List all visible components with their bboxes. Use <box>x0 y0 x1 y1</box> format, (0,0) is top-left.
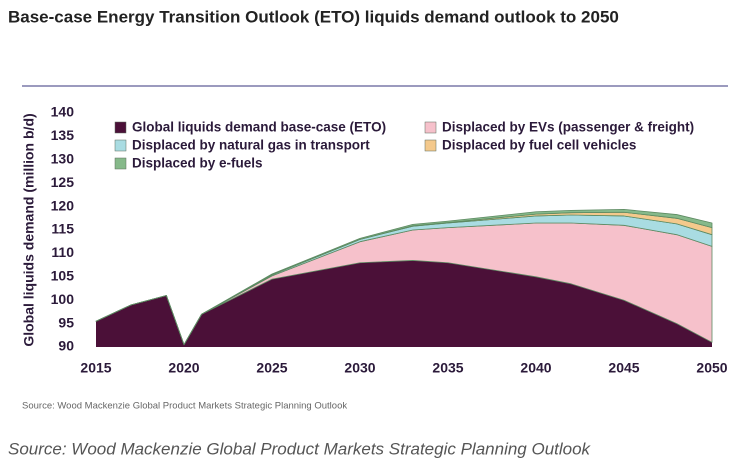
y-tick-label: 135 <box>51 127 75 143</box>
y-tick-label: 110 <box>51 244 74 260</box>
y-axis-label: Global liquids demand (million b/d) <box>21 113 37 346</box>
y-tick-label: 100 <box>51 291 75 307</box>
legend-swatch <box>114 139 127 152</box>
legend-swatch <box>424 121 437 134</box>
y-tick-label: 140 <box>51 104 75 120</box>
x-tick-label: 2035 <box>432 360 463 376</box>
y-tick-label: 105 <box>51 268 75 284</box>
x-tick-label: 2020 <box>168 360 199 376</box>
x-tick-label: 2015 <box>80 360 111 376</box>
legend-label: Global liquids demand base-case (ETO) <box>132 120 386 135</box>
x-tick-label: 2025 <box>256 360 287 376</box>
legend-label: Displaced by fuel cell vehicles <box>442 138 636 153</box>
x-tick-label: 2045 <box>608 360 639 376</box>
chart-title: Base-case Energy Transition Outlook (ETO… <box>8 7 619 26</box>
y-tick-label: 120 <box>51 197 75 213</box>
x-tick-label: 2050 <box>696 360 727 376</box>
y-tick-label: 95 <box>58 314 74 330</box>
legend-swatch <box>114 121 127 134</box>
legend-label: Displaced by natural gas in transport <box>132 138 370 153</box>
x-tick-label: 2040 <box>520 360 551 376</box>
caption: Source: Wood Mackenzie Global Product Ma… <box>8 439 592 458</box>
y-tick-label: 125 <box>51 174 75 190</box>
y-tick-label: 90 <box>58 338 74 354</box>
y-tick-label: 115 <box>51 221 74 237</box>
source-note: Source: Wood Mackenzie Global Product Ma… <box>22 401 347 412</box>
y-tick-label: 130 <box>51 151 75 167</box>
legend-label: Displaced by EVs (passenger & freight) <box>442 120 694 135</box>
x-tick-label: 2030 <box>344 360 375 376</box>
legend-label: Displaced by e-fuels <box>132 156 263 171</box>
area <box>96 260 712 347</box>
legend-swatch <box>114 157 127 170</box>
legend-swatch <box>424 139 437 152</box>
area <box>95 209 713 346</box>
